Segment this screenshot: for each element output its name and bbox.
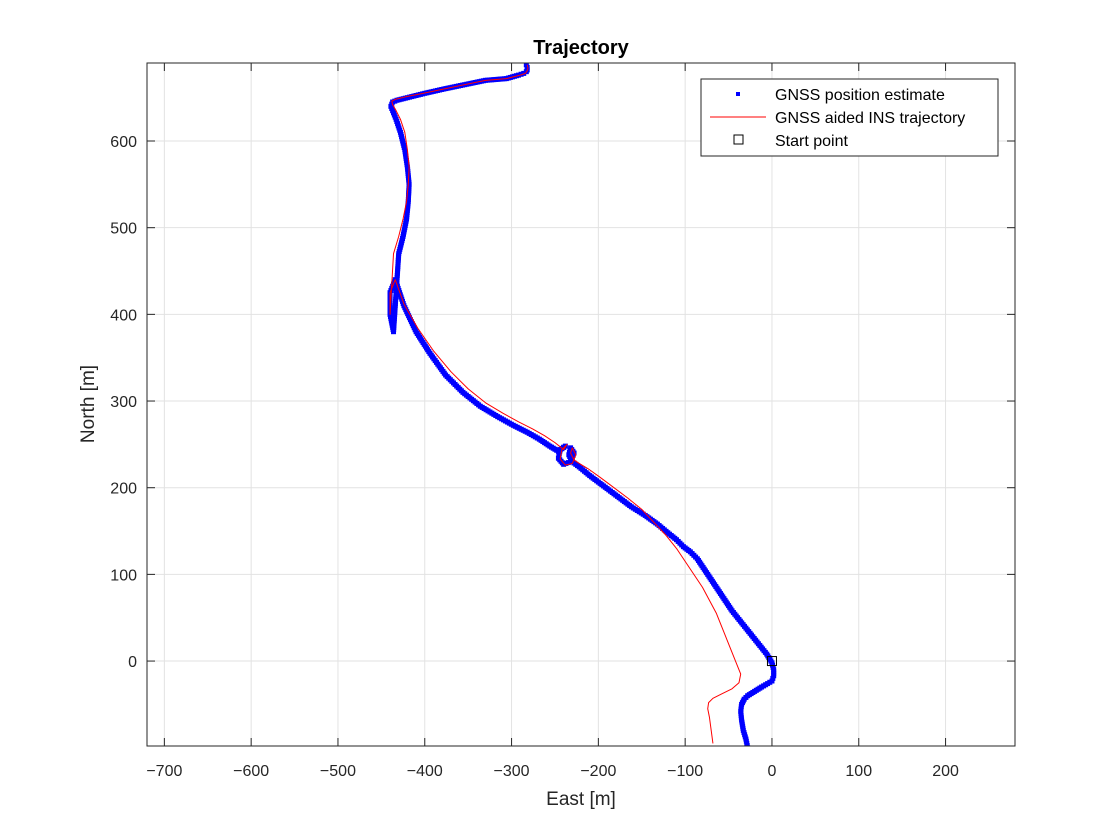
legend-label-gnss: GNSS position estimate bbox=[775, 87, 945, 104]
grid bbox=[147, 63, 1015, 746]
gnss-point bbox=[769, 678, 775, 684]
legend-label-ins: GNSS aided INS trajectory bbox=[775, 110, 965, 127]
series-ins-trajectory bbox=[389, 64, 742, 744]
plot-area bbox=[147, 63, 1015, 746]
start-point-marker bbox=[766, 656, 777, 667]
series-clip-group bbox=[387, 63, 777, 746]
plot-frame bbox=[146, 62, 1016, 747]
gnss-point bbox=[524, 64, 530, 70]
y-tick-label: 200 bbox=[110, 481, 137, 498]
y-tick-label: 400 bbox=[110, 307, 137, 324]
x-tick-label: 0 bbox=[768, 763, 777, 780]
x-tick-label: −100 bbox=[667, 763, 703, 780]
gnss-point bbox=[770, 675, 776, 681]
legend: GNSS position estimate GNSS aided INS tr… bbox=[700, 78, 999, 157]
y-tick-label: 300 bbox=[110, 394, 137, 411]
legend-marker-start bbox=[733, 134, 744, 145]
y-axis-label: North [m] bbox=[78, 365, 99, 443]
x-tick-label: 200 bbox=[932, 763, 959, 780]
x-tick-label: −500 bbox=[320, 763, 356, 780]
y-tick-label: 0 bbox=[128, 654, 137, 671]
x-tick-label: −600 bbox=[233, 763, 269, 780]
y-tick-label: 500 bbox=[110, 221, 137, 238]
x-tick-label: −300 bbox=[494, 763, 530, 780]
x-tick-label: −400 bbox=[407, 763, 443, 780]
gnss-point bbox=[523, 63, 529, 68]
legend-marker-gnss bbox=[736, 92, 740, 96]
x-tick-labels: −700 −600 −500 −400 −300 −200 −100 0 100 200 bbox=[146, 763, 959, 780]
y-tick-label: 100 bbox=[110, 567, 137, 584]
axis-ticks bbox=[147, 63, 1015, 746]
x-tick-label: −700 bbox=[146, 763, 182, 780]
legend-label-start: Start point bbox=[775, 133, 848, 150]
x-axis-label: East [m] bbox=[546, 789, 616, 810]
chart-title: Trajectory bbox=[533, 37, 629, 59]
gnss-point bbox=[521, 70, 527, 76]
x-tick-label: 100 bbox=[845, 763, 872, 780]
y-tick-label: 600 bbox=[110, 134, 137, 151]
x-tick-label: −200 bbox=[580, 763, 616, 780]
series-layer bbox=[387, 63, 777, 746]
gnss-point bbox=[518, 71, 524, 77]
y-tick-labels: 0 100 200 300 400 500 600 bbox=[110, 134, 137, 671]
